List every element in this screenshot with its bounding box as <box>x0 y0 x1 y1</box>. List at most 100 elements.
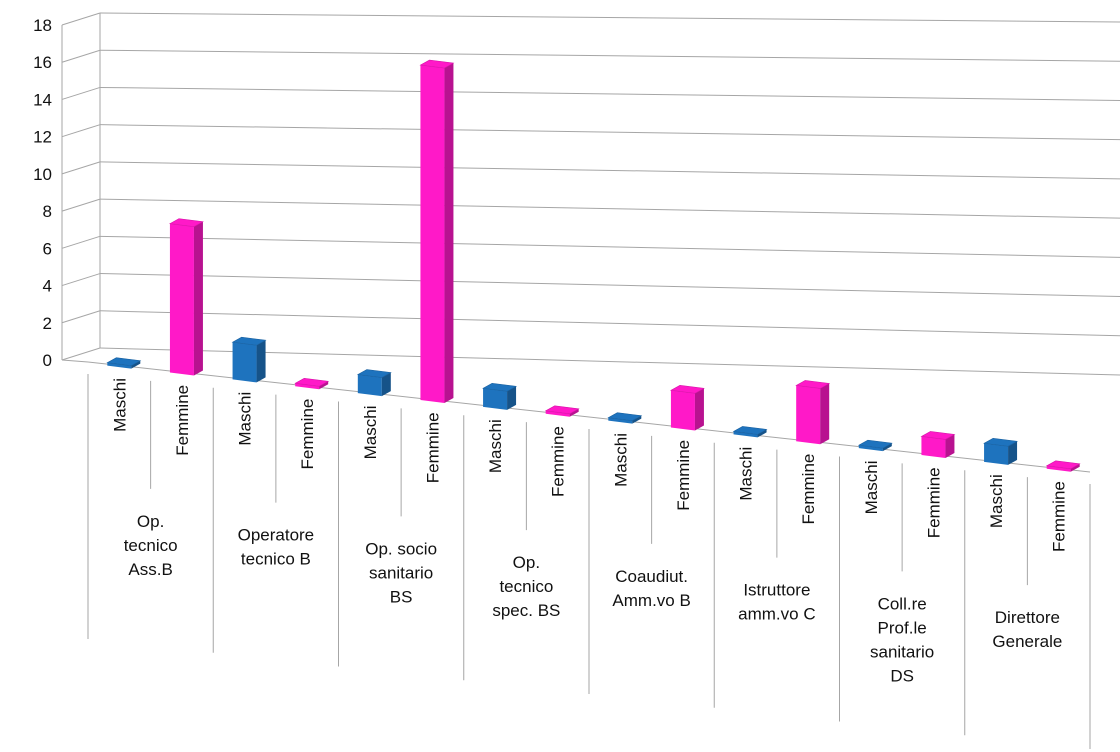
bar-top-face <box>482 383 518 392</box>
group-label: Prof.le <box>878 618 927 637</box>
bar-front-face <box>545 410 570 417</box>
sub-category-label: Maschi <box>110 378 129 432</box>
bar-femmine <box>795 380 831 445</box>
sub-category-label: Femmine <box>173 385 192 456</box>
group-label: tecnico <box>499 577 553 596</box>
bar-front-face <box>169 223 194 376</box>
bar-front-face <box>1046 465 1071 472</box>
sub-category-label: Femmine <box>674 440 693 511</box>
group-label: Op. socio <box>365 539 437 558</box>
floor-edge <box>61 359 89 363</box>
group-label: DS <box>890 666 914 685</box>
bar-femmine <box>544 405 580 417</box>
bar-front-face <box>921 436 946 459</box>
gridline <box>99 347 1120 376</box>
sub-category-label: Maschi <box>486 419 505 473</box>
bar-front-face <box>608 417 633 424</box>
y-tick-label: 18 <box>33 16 52 35</box>
bar-side-face <box>694 388 704 431</box>
group-label: Coll.re <box>878 594 927 613</box>
gridline <box>99 124 1120 141</box>
gridline-side <box>61 310 101 324</box>
sub-category-label: Femmine <box>423 412 442 483</box>
gridline <box>99 161 1120 180</box>
sub-category-label: Femmine <box>924 467 943 538</box>
gridline-side <box>61 161 101 175</box>
bar-side-face <box>569 408 579 417</box>
group-label: sanitario <box>870 642 934 661</box>
bar-top-face <box>857 439 893 449</box>
bar-top-face <box>419 59 455 69</box>
bar-front-face <box>796 385 821 445</box>
bar-maschi <box>231 336 267 383</box>
y-tick-label: 4 <box>43 277 52 296</box>
bar-femmine <box>168 218 204 376</box>
group-label: tecnico B <box>241 550 311 569</box>
y-tick-label: 6 <box>43 239 52 258</box>
bar-side-face <box>945 434 955 459</box>
y-tick-label: 2 <box>43 314 52 333</box>
gridline <box>99 235 1120 258</box>
bar-top-face <box>607 412 643 421</box>
sub-category-label: Femmine <box>1050 481 1069 552</box>
bar-femmine <box>920 431 956 459</box>
group-label: Op. <box>513 553 540 572</box>
bar-top-face <box>920 431 956 440</box>
group-label: Generale <box>992 632 1062 651</box>
bars <box>106 59 1081 472</box>
bar-femmine <box>1045 460 1081 472</box>
bar-femmine <box>669 385 705 431</box>
sub-category-label: Maschi <box>236 392 255 446</box>
gridline-side <box>61 124 101 138</box>
bar-side-face <box>444 63 454 404</box>
bar-side-face <box>193 221 203 376</box>
group-label: Op. <box>137 512 164 531</box>
gridline-side <box>61 49 101 63</box>
bar-front-face <box>232 342 257 383</box>
gridline <box>99 12 1120 23</box>
group-label: Coaudiut. <box>615 567 688 586</box>
category-axis: Maschi Femmine Maschi Femmine Maschi Femmine M… <box>87 374 1091 749</box>
bar-front-face <box>483 388 508 410</box>
y-tick-label: 10 <box>33 165 52 184</box>
sub-category-label: Femmine <box>799 454 818 525</box>
bar-maschi <box>732 426 768 438</box>
sub-category-label: Maschi <box>361 406 380 460</box>
y-axis-ticks: 0 2 4 6 8 10 12 14 16 18 <box>33 16 52 370</box>
y-tick-label: 16 <box>33 53 52 72</box>
bar-top-face <box>106 357 142 366</box>
bar-top-face <box>669 385 705 394</box>
bar-side-face <box>632 415 642 424</box>
y-tick-label: 0 <box>43 351 52 370</box>
y-tick-label: 8 <box>43 202 52 221</box>
bar-side-face <box>757 429 767 438</box>
gridline-side <box>61 198 101 212</box>
bar-side-face <box>131 360 141 369</box>
bar-maschi <box>106 357 142 369</box>
gridline-side <box>61 273 101 287</box>
bar-maschi <box>857 439 893 452</box>
group-label: spec. BS <box>492 601 560 620</box>
bar-maschi <box>983 438 1019 465</box>
bar-top-face <box>294 377 330 387</box>
bar-front-face <box>984 443 1009 465</box>
gridline-side <box>61 235 101 249</box>
bar-top-face <box>1045 460 1081 470</box>
group-label: tecnico <box>124 536 178 555</box>
sub-category-label: Maschi <box>737 447 756 501</box>
sub-category-label: Femmine <box>298 399 317 470</box>
bar-front-face <box>733 431 758 438</box>
gridline <box>99 273 1120 298</box>
bar-top-face <box>168 218 204 227</box>
bar-top-face <box>795 380 831 389</box>
bar-front-face <box>357 374 382 397</box>
bar-side-face <box>319 381 329 390</box>
gridline-side <box>61 86 101 100</box>
bar-side-face <box>1070 463 1080 472</box>
y-tick-label: 12 <box>33 128 52 147</box>
group-label: sanitario <box>369 563 433 582</box>
bar-front-face <box>858 445 883 452</box>
gridline-side <box>61 347 101 361</box>
bar-maschi <box>607 412 643 424</box>
group-label: Ass.B <box>128 560 172 579</box>
